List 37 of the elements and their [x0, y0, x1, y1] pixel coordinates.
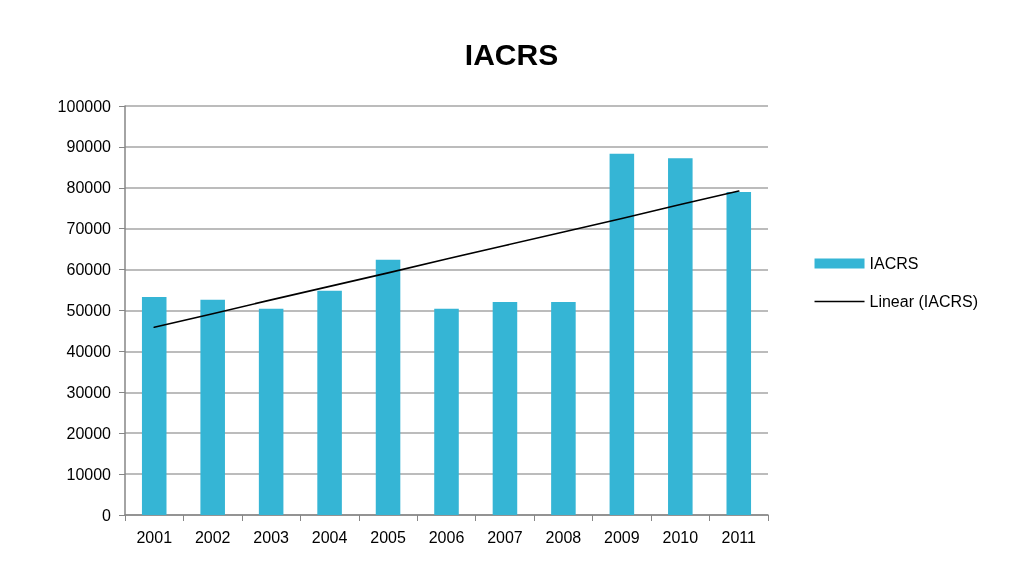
- y-tick-label: 50000: [66, 302, 112, 319]
- x-tick-label: 2009: [604, 528, 640, 546]
- bar: [668, 158, 693, 515]
- bar: [434, 308, 459, 515]
- bar: [317, 290, 342, 515]
- x-tick-label: 2001: [136, 528, 173, 546]
- x-tick-label: 2008: [545, 528, 582, 546]
- legend-label: IACRS: [869, 255, 919, 272]
- x-tick-label: 2005: [370, 528, 406, 546]
- x-tick-label: 2011: [721, 528, 757, 546]
- y-tick-label: 30000: [66, 383, 112, 401]
- bar: [141, 297, 167, 515]
- x-tick-label: 2002: [194, 528, 231, 546]
- bar: [609, 153, 635, 515]
- y-tick-label: 60000: [66, 261, 112, 279]
- x-tick-label: 2007: [487, 528, 523, 546]
- y-tick-label: 80000: [66, 179, 112, 197]
- y-tick-label: 10000: [66, 465, 112, 483]
- y-tick-label: 0: [102, 506, 112, 524]
- y-tick-label: 90000: [66, 138, 112, 156]
- x-tick-label: 2006: [428, 528, 465, 546]
- bar: [726, 191, 752, 515]
- bar: [551, 301, 576, 515]
- line-series: [153, 190, 740, 329]
- x-tick-label: 2010: [662, 528, 699, 546]
- chart-title: IACRS: [464, 37, 559, 71]
- x-tick-label: 2003: [253, 528, 290, 546]
- x-tick-label: 2004: [311, 528, 348, 546]
- y-tick-label: 100000: [57, 97, 112, 115]
- legend-label: Linear (IACRS): [869, 293, 979, 310]
- y-tick-label: 20000: [66, 424, 112, 442]
- bar: [375, 259, 401, 515]
- bar: [258, 308, 284, 515]
- bar: [492, 301, 518, 515]
- y-tick-label: 40000: [66, 342, 112, 360]
- bar: [200, 299, 225, 515]
- y-tick-label: 70000: [66, 220, 112, 238]
